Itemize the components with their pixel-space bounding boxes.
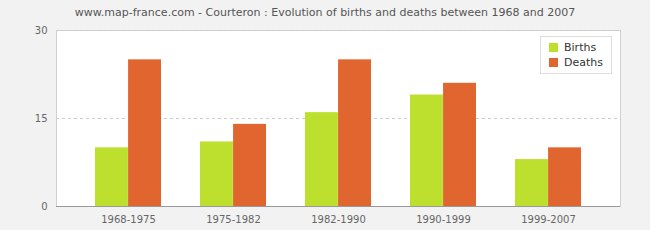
html-text:Births: Births bbox=[564, 41, 597, 54]
svg-text:1999-2007: 1999-2007 bbox=[521, 214, 576, 225]
html-text:www.map-france.com - Courteron: www.map-france.com - Courteron : Evoluti… bbox=[74, 6, 576, 19]
svg-text:15: 15 bbox=[35, 113, 48, 124]
svg-text:1982-1990: 1982-1990 bbox=[311, 214, 366, 225]
svg-text:30: 30 bbox=[35, 25, 48, 36]
html-text:Deaths: Deaths bbox=[564, 56, 603, 69]
svg-text:0: 0 bbox=[41, 201, 47, 212]
svg-text:1990-1999: 1990-1999 bbox=[416, 214, 471, 225]
svg-text:1975-1982: 1975-1982 bbox=[206, 214, 261, 225]
svg-text:1968-1975: 1968-1975 bbox=[101, 214, 156, 225]
